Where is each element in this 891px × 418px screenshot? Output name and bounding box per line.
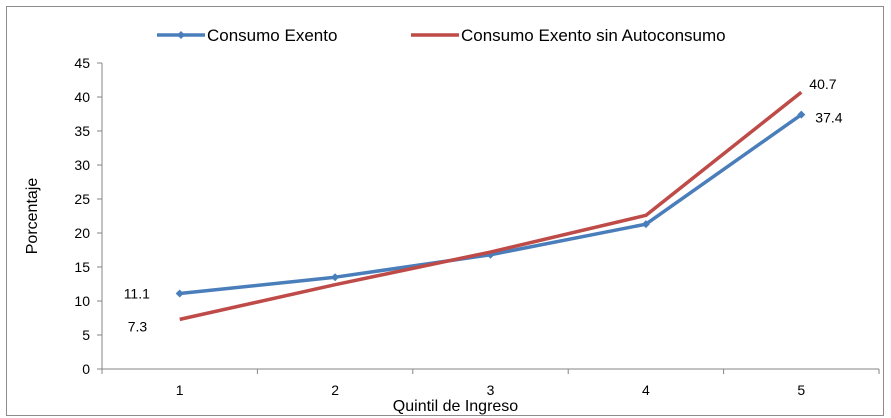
series-layer: 11.1 37.4 7.3 40.7 [124,76,843,334]
y-tick-label: 30 [74,157,90,173]
y-tick-label: 0 [82,361,90,377]
legend: Consumo Exento Consumo Exento sin Autocon… [157,26,726,45]
data-label: 37.4 [815,110,842,126]
x-tick-label: 1 [176,382,184,398]
data-label: 40.7 [809,76,836,92]
y-tick-label: 20 [74,225,90,241]
y-axis-ticks: 0 5 10 15 20 25 30 35 40 45 [74,55,102,377]
y-tick-label: 45 [74,55,90,71]
series-2 [179,90,803,322]
legend-item-2: Consumo Exento sin Autoconsumo [411,26,726,45]
data-point [331,273,340,282]
legend-marker [177,31,185,39]
series-line [179,113,803,296]
series-line [179,90,803,322]
x-tick-label: 3 [487,382,495,398]
x-axis-title: Quintil de Ingreso [393,398,519,415]
y-tick-label: 10 [74,293,90,309]
y-tick-label: 40 [74,89,90,105]
legend-label: Consumo Exento [207,26,337,45]
legend-item-1: Consumo Exento [157,26,337,45]
legend-label: Consumo Exento sin Autoconsumo [461,26,726,45]
data-point [175,289,184,298]
y-tick-label: 5 [82,327,90,343]
y-tick-label: 15 [74,259,90,275]
chart-frame: Consumo Exento Consumo Exento sin Autocon… [6,6,884,416]
x-axis-ticks: 1 2 3 4 5 [101,369,880,398]
data-point [797,110,806,119]
series-1 [175,110,806,298]
line-chart: Consumo Exento Consumo Exento sin Autocon… [24,26,880,415]
x-tick-label: 4 [642,382,650,398]
x-tick-label: 5 [797,382,805,398]
y-axis-title: Porcentaje [24,178,41,255]
data-point [641,220,650,229]
x-tick-label: 2 [331,382,339,398]
data-label: 7.3 [128,318,148,334]
y-tick-label: 35 [74,123,90,139]
y-tick-label: 25 [74,191,90,207]
data-label: 11.1 [124,286,150,302]
